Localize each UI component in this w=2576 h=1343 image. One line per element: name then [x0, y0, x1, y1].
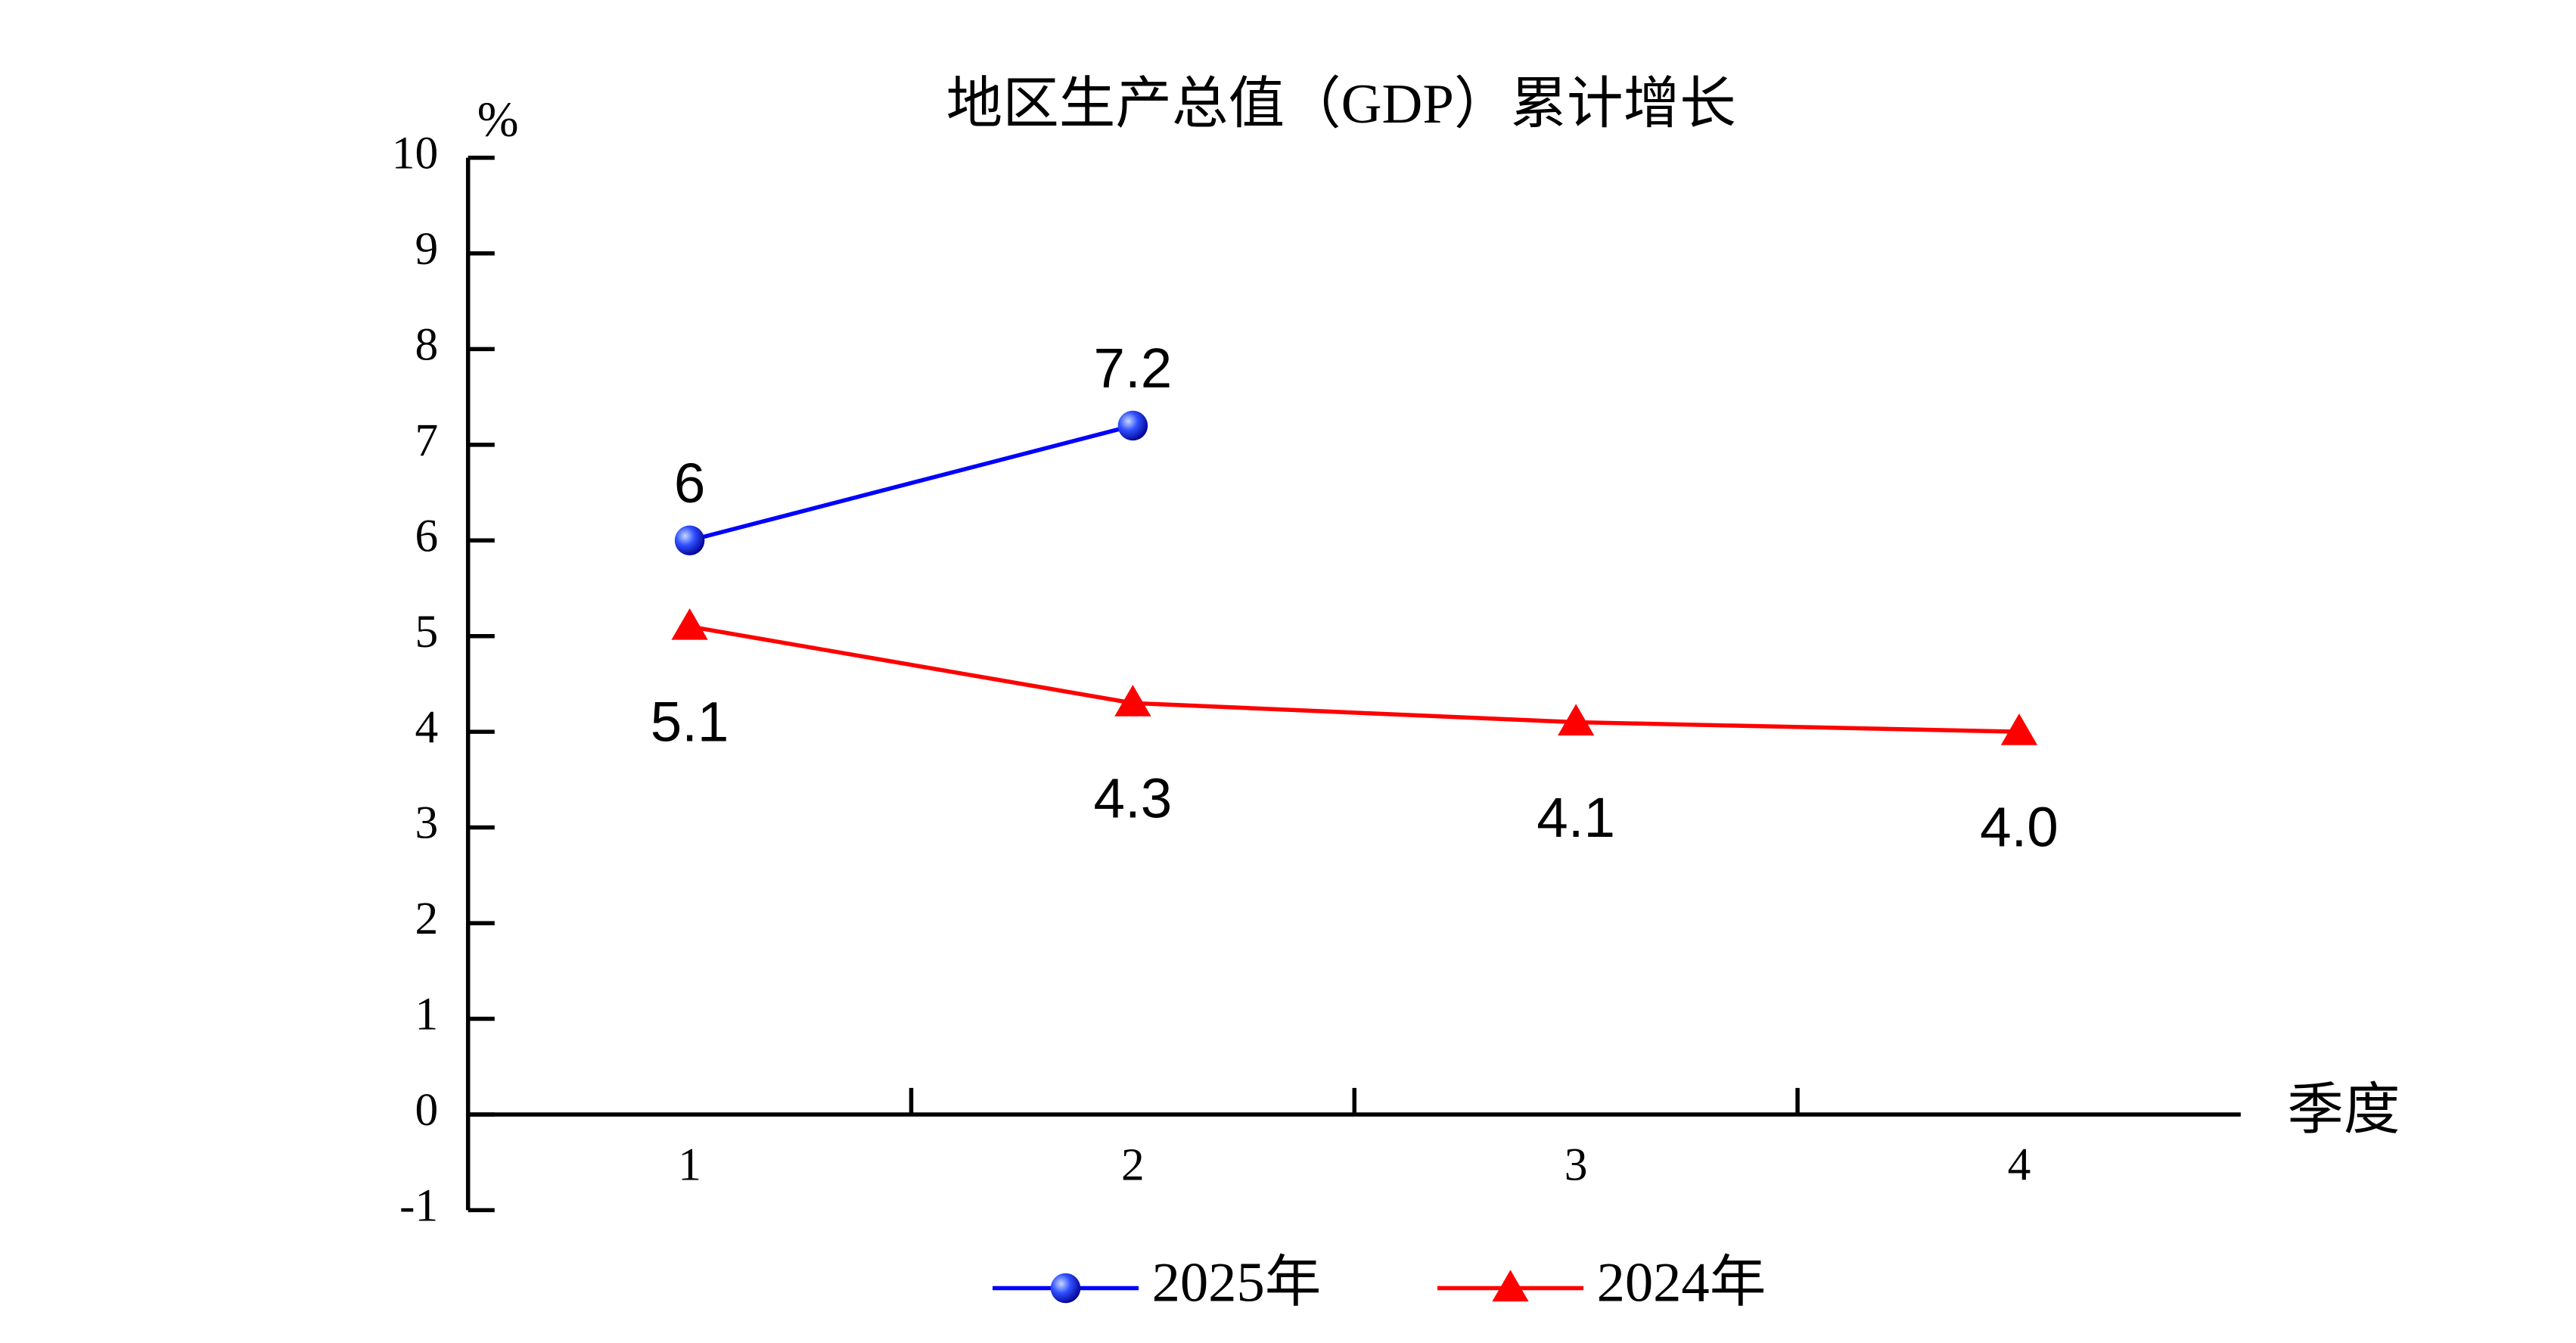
- point: [1117, 410, 1148, 441]
- y-tick-label: 9: [415, 223, 438, 275]
- y-tick-label: 8: [415, 319, 438, 370]
- legend-marker: [1050, 1273, 1081, 1304]
- point: [671, 608, 708, 640]
- point: [2000, 713, 2038, 745]
- x-axis-label: 季度: [2287, 1080, 2400, 1142]
- x-tick-label: 4: [2008, 1139, 2031, 1190]
- point: [674, 525, 705, 556]
- y-tick-label: 3: [415, 797, 438, 849]
- data-label: 7.2: [1094, 336, 1173, 399]
- data-label: 5.1: [651, 689, 729, 753]
- data-label: 4.0: [1980, 795, 2059, 859]
- legend-marker: [1492, 1270, 1529, 1302]
- series-line: [689, 624, 2019, 734]
- y-tick-label: 6: [415, 510, 438, 561]
- y-tick-label: 5: [415, 606, 438, 658]
- x-tick-label: 3: [1565, 1139, 1588, 1190]
- y-tick-label: 2: [415, 893, 438, 944]
- y-tick-label: 4: [415, 701, 438, 753]
- y-tick-label: 0: [415, 1084, 438, 1136]
- point: [1558, 704, 1595, 736]
- y-tick-label: 10: [392, 128, 438, 179]
- legend-label: 2025年: [1152, 1252, 1322, 1314]
- x-tick-label: 1: [678, 1139, 701, 1190]
- data-label: 4.1: [1537, 785, 1615, 849]
- point: [1114, 685, 1151, 717]
- data-label: 6: [674, 451, 705, 515]
- series-line: [688, 423, 1134, 542]
- y-tick-label: 7: [415, 415, 438, 466]
- y-tick-label: -1: [399, 1180, 438, 1232]
- data-label: 4.3: [1094, 766, 1173, 830]
- y-axis-label: %: [477, 92, 519, 148]
- x-tick-label: 2: [1121, 1139, 1145, 1190]
- y-tick-label: 1: [415, 989, 438, 1040]
- legend-label: 2024年: [1597, 1252, 1767, 1314]
- chart-title: 地区生产总值（GDP）累计增长: [946, 73, 1736, 135]
